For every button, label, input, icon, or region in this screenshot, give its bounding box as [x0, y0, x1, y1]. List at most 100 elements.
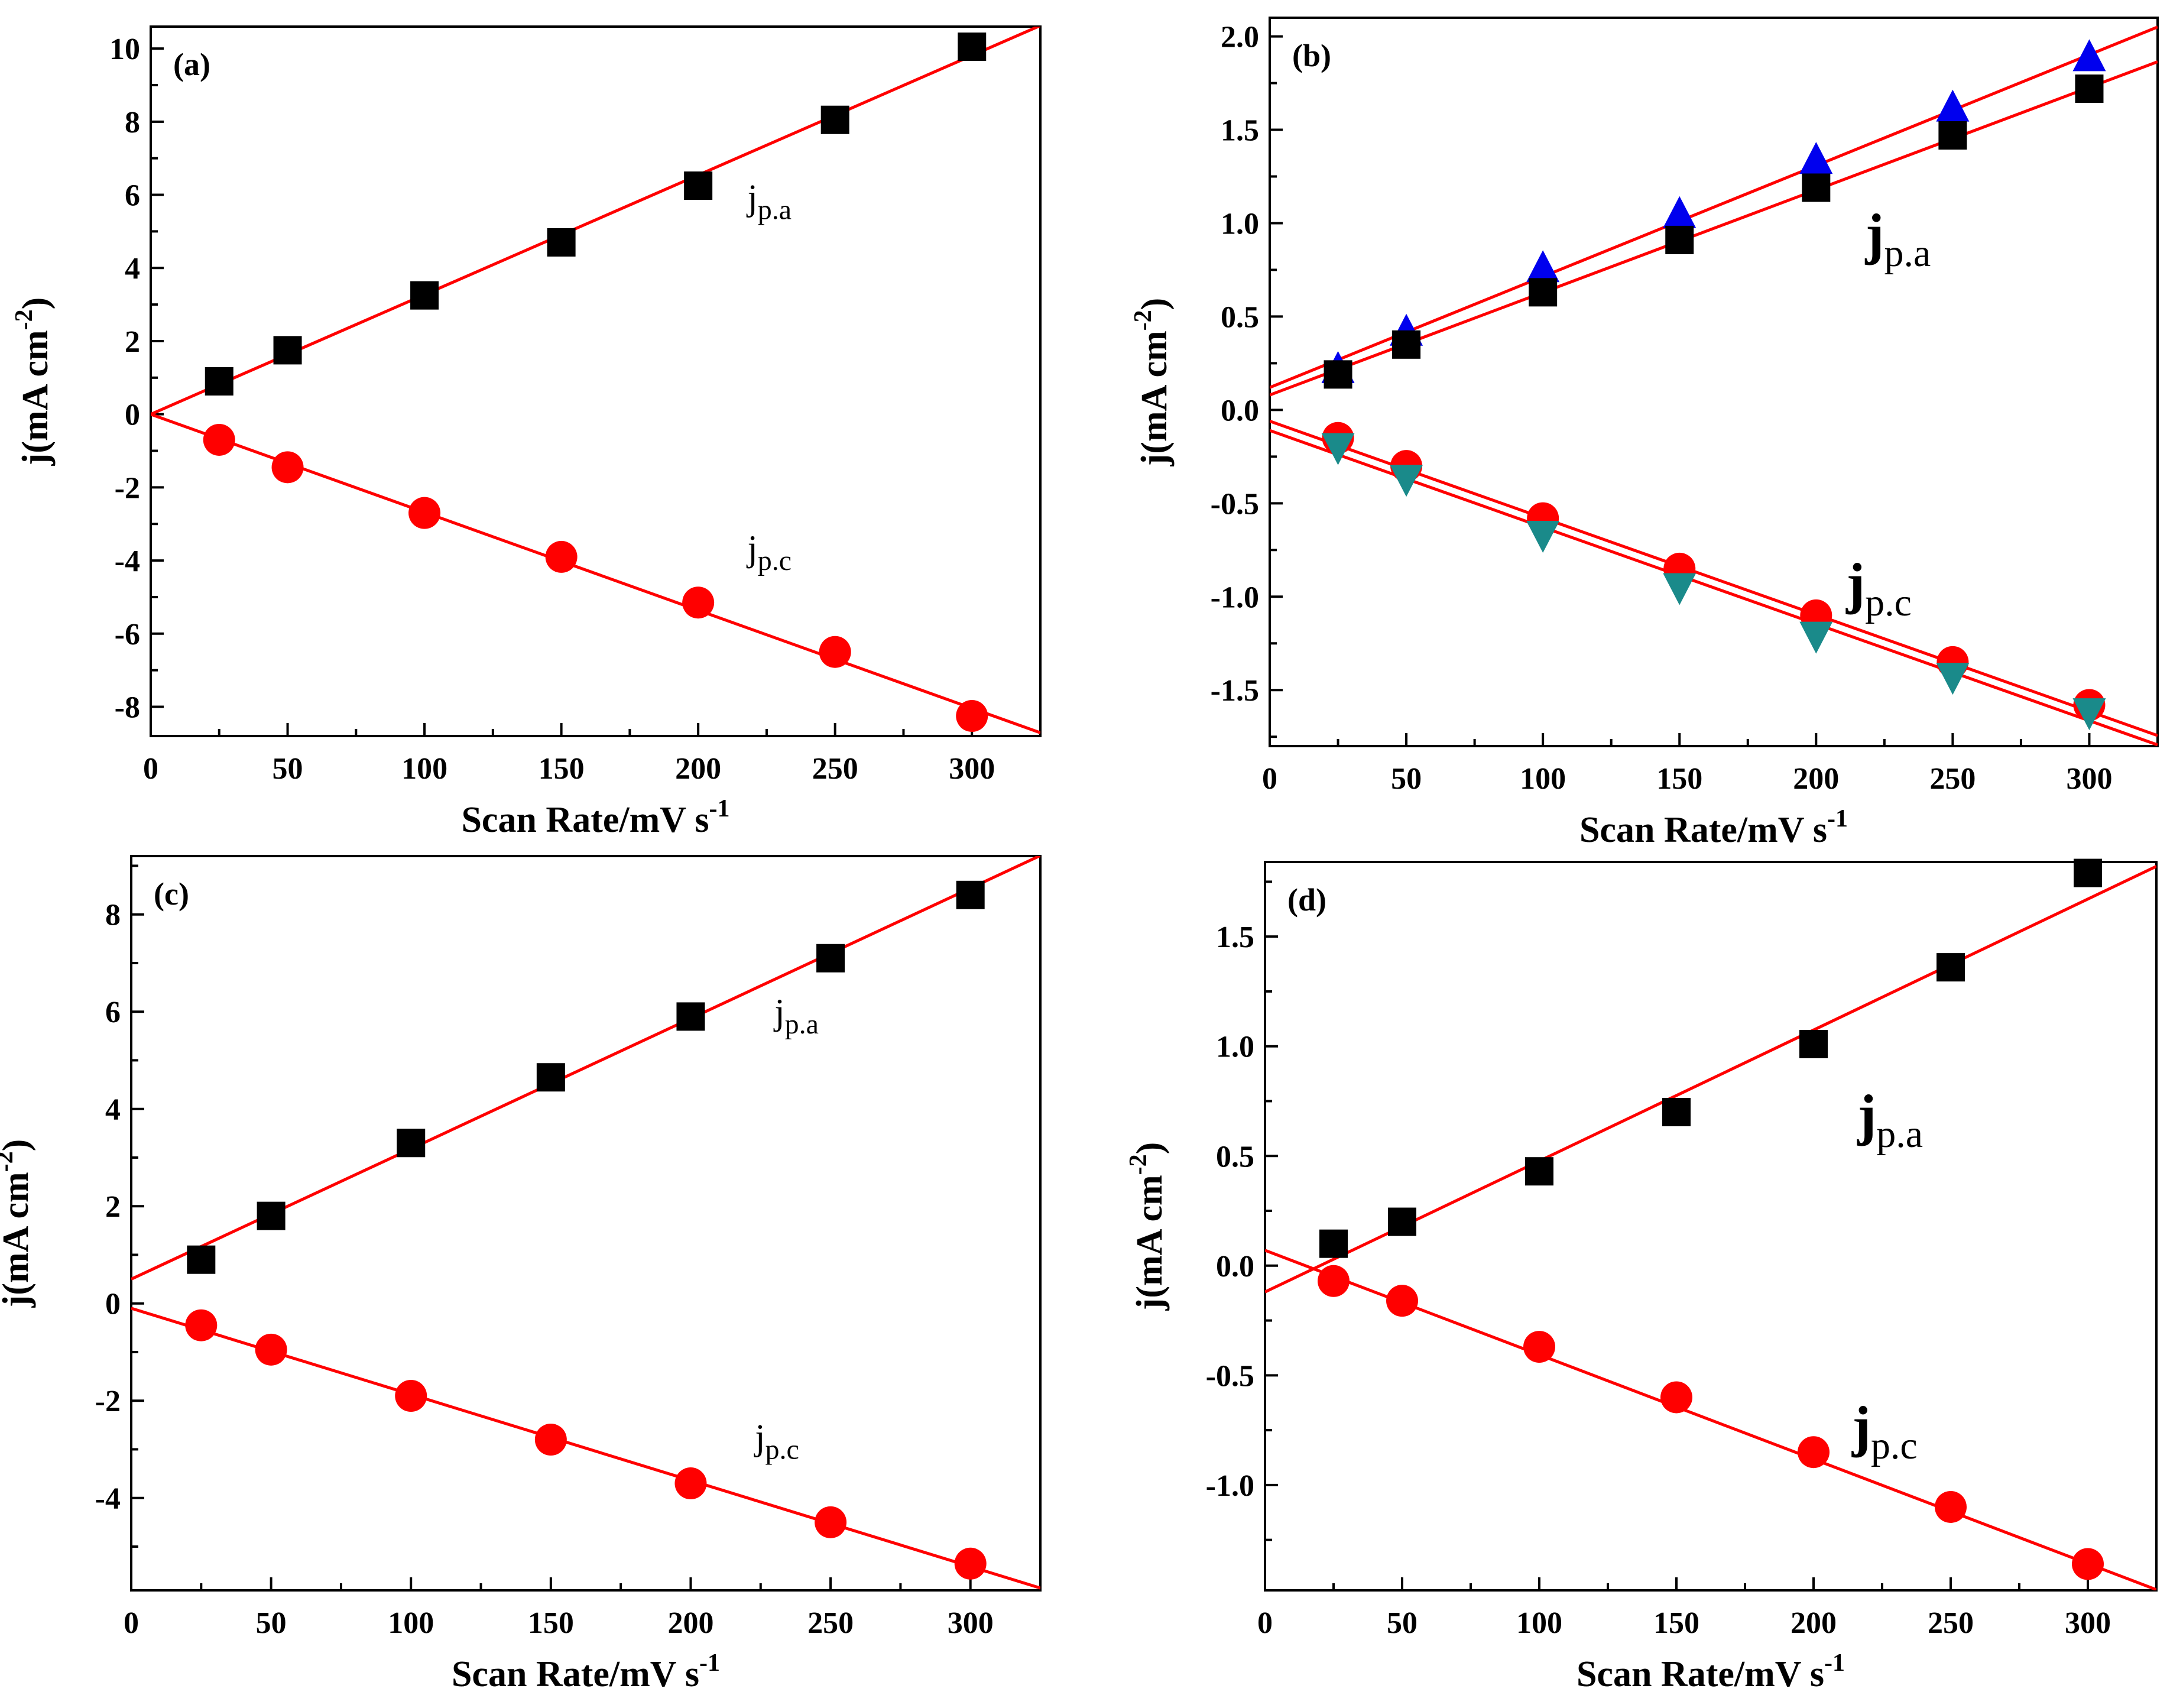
data-point-s0-p6 [2074, 858, 2102, 887]
x-tick-label: 50 [273, 752, 303, 786]
x-tick-label: 100 [388, 1606, 434, 1640]
y-tick-label: 1.0 [1216, 1030, 1254, 1064]
x-tick-label: 150 [1653, 1606, 1699, 1640]
chart-panel-a: 0 50 100 150 200 250 300 -8 -6 -4 -2 0 2 4 6 8 10 (a) jp.a… [11, 25, 1042, 840]
y-tick-label: -6 [115, 618, 140, 652]
data-point-s0-p2 [1525, 1157, 1553, 1186]
data-point-s0-p5 [1936, 89, 1970, 122]
data-point-s1-p4 [1802, 173, 1831, 202]
y-tick-label: 8 [105, 899, 121, 932]
data-point-s1-p0 [1318, 1265, 1350, 1297]
x-axis-label: Scan Rate/mV s-1 [1579, 805, 1848, 850]
data-point-s1-p5 [819, 636, 851, 668]
y-tick-label: -4 [95, 1482, 121, 1516]
data-point-s1-p3 [545, 540, 578, 573]
data-point-s1-p4 [1798, 1436, 1830, 1469]
data-point-s0-p3 [1662, 1098, 1691, 1127]
data-point-s0-p1 [273, 336, 302, 365]
y-tick-label: 2.0 [1221, 21, 1259, 54]
y-tick-label: -4 [115, 545, 140, 578]
x-tick-label: 50 [1391, 762, 1422, 796]
y-tick-label: -1.5 [1211, 674, 1259, 708]
data-point-s3-p3 [1663, 573, 1697, 605]
y-tick-label: 4 [105, 1093, 121, 1127]
y-axis-label: j(mA cm-2) [11, 297, 56, 466]
data-point-s1-p1 [1392, 330, 1421, 359]
data-point-s0-p2 [1526, 250, 1560, 283]
x-tick-label: 100 [1520, 762, 1566, 796]
data-point-s0-p0 [187, 1245, 216, 1274]
y-tick-label: 4 [125, 252, 140, 286]
annotation-jpa: jp.a [773, 992, 819, 1040]
panel-label: (c) [154, 876, 189, 912]
x-axis-label: Scan Rate/mV s-1 [1577, 1649, 1845, 1694]
x-tick-label: 50 [256, 1606, 287, 1640]
data-point-s1-p0 [203, 423, 235, 456]
annotation-jpa: jp.a [747, 177, 792, 225]
x-tick-label: 250 [1929, 762, 1976, 796]
data-point-s0-p4 [1799, 142, 1833, 174]
y-tick-label: 0 [125, 398, 140, 432]
x-tick-label: 0 [124, 1606, 139, 1640]
x-tick-label: 0 [143, 752, 158, 786]
y-tick-label: -0.5 [1211, 487, 1259, 521]
y-tick-label: 6 [125, 179, 140, 213]
data-point-s0-p2 [410, 281, 439, 310]
data-point-s3-p5 [1936, 663, 1970, 695]
annotation-jpc: jp.c [754, 1417, 799, 1465]
x-tick-label: 250 [807, 1606, 854, 1640]
data-point-s1-p6 [2072, 1548, 2104, 1580]
data-point-s1-p0 [1324, 360, 1352, 389]
data-point-s3-p2 [1526, 521, 1560, 553]
data-point-s3-p0 [1321, 433, 1355, 465]
y-tick-label: -1.0 [1211, 581, 1259, 614]
data-point-s1-p1 [1386, 1285, 1418, 1317]
data-point-s0-p0 [205, 367, 233, 396]
y-axis-label: j(mA cm-2) [0, 1139, 36, 1308]
data-point-s0-p4 [676, 1002, 705, 1031]
data-point-s1-p2 [1529, 278, 1558, 307]
chart-panel-d: 0 50 100 150 200 250 300 -1.0 -0.5 0.0 0.5 1.0 1.5 (d… [1125, 858, 2158, 1694]
data-point-s0-p3 [536, 1063, 565, 1092]
x-tick-label: 150 [528, 1606, 574, 1640]
data-point-s1-p5 [1938, 121, 1967, 150]
data-point-s0-p3 [1663, 196, 1697, 228]
y-tick-label: 0.0 [1216, 1250, 1254, 1284]
data-point-s1-p5 [815, 1506, 847, 1538]
y-tick-label: -8 [115, 691, 140, 725]
panel-label: (b) [1292, 38, 1331, 73]
x-tick-label: 50 [1387, 1606, 1418, 1640]
y-tick-label: 1.0 [1221, 207, 1259, 241]
annotation-jpc: jp.c [1845, 552, 1912, 624]
plot-frame [150, 25, 1042, 737]
y-tick-label: 0.5 [1221, 300, 1259, 334]
x-tick-label: 300 [2066, 762, 2112, 796]
data-point-s0-p3 [547, 228, 576, 257]
panel-label: (d) [1287, 882, 1326, 918]
x-tick-label: 150 [1656, 762, 1702, 796]
annotation-jpa: jp.a [1864, 202, 1931, 275]
data-point-s1-p4 [682, 586, 715, 619]
plot-frame [1264, 861, 2158, 1592]
x-tick-label: 0 [1262, 762, 1277, 796]
annotation-jpc: jp.c [747, 529, 792, 576]
data-point-s1-p6 [2075, 74, 2104, 103]
panel-label: (a) [173, 47, 210, 82]
data-point-s1-p3 [534, 1424, 567, 1456]
data-point-s1-p1 [255, 1333, 287, 1366]
y-axis-label: j(mA cm-2) [1130, 298, 1175, 467]
y-tick-label: 0.0 [1221, 394, 1259, 427]
data-point-s1-p4 [674, 1467, 707, 1500]
y-tick-label: 10 [109, 33, 140, 66]
data-point-s3-p6 [2072, 698, 2106, 731]
data-point-s0-p4 [684, 171, 713, 200]
x-axis-label: Scan Rate/mV s-1 [461, 795, 729, 840]
y-tick-label: 6 [105, 996, 121, 1029]
y-tick-label: 0.5 [1216, 1140, 1254, 1174]
y-tick-label: 1.5 [1216, 921, 1254, 954]
x-tick-label: 200 [667, 1606, 713, 1640]
x-tick-label: 300 [949, 752, 995, 786]
fit-line-3 [1270, 429, 2158, 746]
data-point-s0-p6 [2072, 39, 2106, 72]
